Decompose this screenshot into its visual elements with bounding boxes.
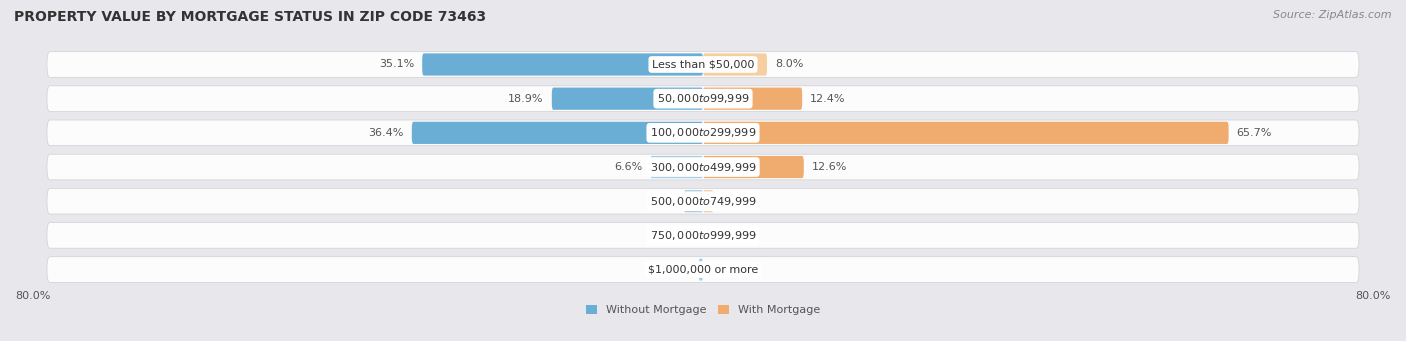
FancyBboxPatch shape (703, 88, 803, 110)
Text: 80.0%: 80.0% (15, 291, 51, 301)
Text: 6.6%: 6.6% (614, 162, 643, 172)
FancyBboxPatch shape (703, 156, 804, 178)
Text: Less than $50,000: Less than $50,000 (652, 59, 754, 70)
Text: $300,000 to $499,999: $300,000 to $499,999 (650, 161, 756, 174)
FancyBboxPatch shape (699, 258, 703, 281)
FancyBboxPatch shape (422, 54, 703, 76)
Text: 80.0%: 80.0% (1355, 291, 1391, 301)
Legend: Without Mortgage, With Mortgage: Without Mortgage, With Mortgage (586, 305, 820, 315)
FancyBboxPatch shape (46, 86, 1360, 112)
FancyBboxPatch shape (703, 122, 1229, 144)
Text: PROPERTY VALUE BY MORTGAGE STATUS IN ZIP CODE 73463: PROPERTY VALUE BY MORTGAGE STATUS IN ZIP… (14, 10, 486, 24)
FancyBboxPatch shape (46, 188, 1360, 214)
Text: 35.1%: 35.1% (380, 59, 415, 70)
Text: 0.0%: 0.0% (662, 231, 690, 240)
Text: 0.0%: 0.0% (716, 231, 744, 240)
Text: Source: ZipAtlas.com: Source: ZipAtlas.com (1274, 10, 1392, 20)
FancyBboxPatch shape (683, 190, 703, 212)
Text: 36.4%: 36.4% (368, 128, 404, 138)
FancyBboxPatch shape (46, 257, 1360, 282)
Text: $50,000 to $99,999: $50,000 to $99,999 (657, 92, 749, 105)
Text: 0.55%: 0.55% (655, 265, 690, 275)
FancyBboxPatch shape (46, 154, 1360, 180)
Text: 2.4%: 2.4% (647, 196, 676, 206)
FancyBboxPatch shape (46, 120, 1360, 146)
FancyBboxPatch shape (650, 156, 703, 178)
Text: 12.4%: 12.4% (810, 94, 845, 104)
FancyBboxPatch shape (412, 122, 703, 144)
Text: $100,000 to $299,999: $100,000 to $299,999 (650, 127, 756, 139)
Text: 18.9%: 18.9% (509, 94, 544, 104)
FancyBboxPatch shape (551, 88, 703, 110)
Text: $500,000 to $749,999: $500,000 to $749,999 (650, 195, 756, 208)
Text: 12.6%: 12.6% (811, 162, 848, 172)
FancyBboxPatch shape (703, 190, 713, 212)
Text: 8.0%: 8.0% (775, 59, 803, 70)
Text: 0.0%: 0.0% (716, 265, 744, 275)
FancyBboxPatch shape (703, 54, 768, 76)
Text: $1,000,000 or more: $1,000,000 or more (648, 265, 758, 275)
Text: $750,000 to $999,999: $750,000 to $999,999 (650, 229, 756, 242)
FancyBboxPatch shape (46, 52, 1360, 77)
Text: 65.7%: 65.7% (1237, 128, 1272, 138)
Text: 1.3%: 1.3% (721, 196, 749, 206)
FancyBboxPatch shape (46, 223, 1360, 248)
